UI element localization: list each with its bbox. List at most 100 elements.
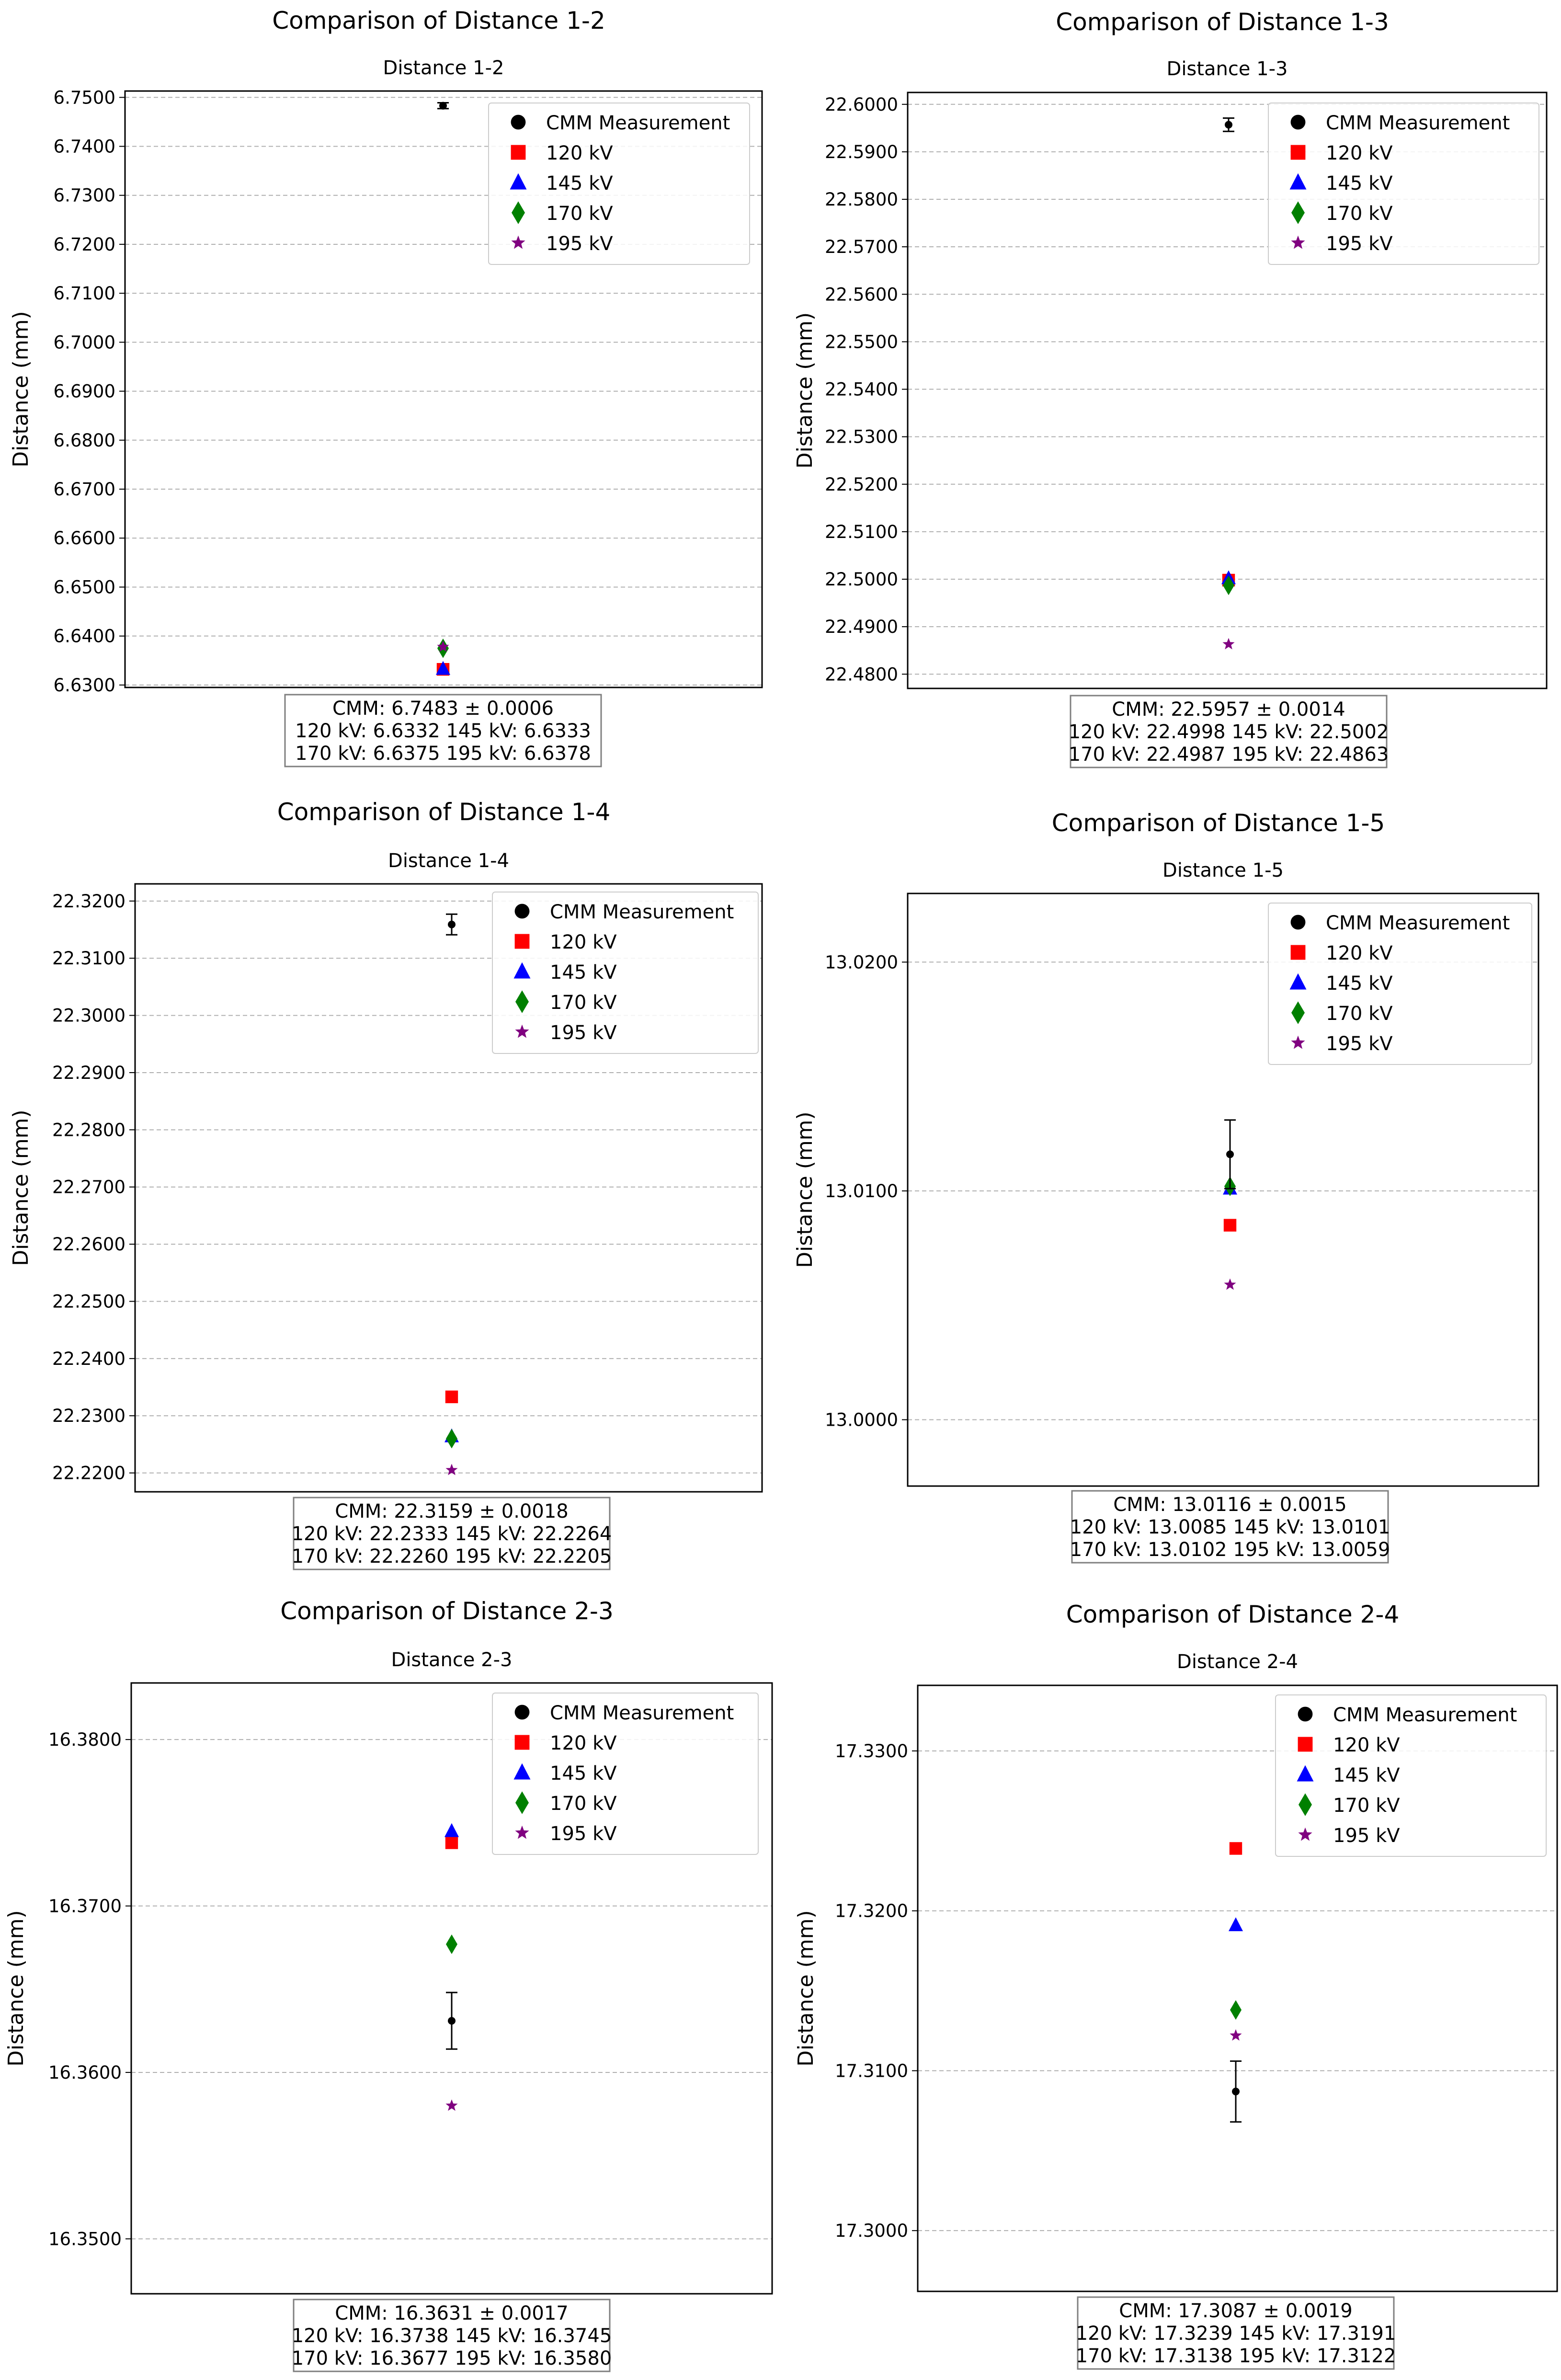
legend-marker-3 [513, 1763, 531, 1780]
legend-label-3: 145 kV [546, 172, 613, 195]
y-axis-label: Distance (mm) [9, 1110, 33, 1266]
y-axis-label: Distance (mm) [4, 1910, 28, 2066]
legend-marker-2 [1290, 145, 1306, 160]
y-tick-label: 22.5000 [825, 569, 898, 590]
axes-title: Distance 2-3 [391, 1649, 513, 1671]
summary-line-3: 170 kV: 6.6375 195 kV: 6.6378 [295, 743, 591, 765]
legend-label-4: 170 kV [1333, 1795, 1400, 1817]
data-point-cmm [448, 920, 456, 928]
y-tick-label: 6.7100 [54, 283, 115, 304]
legend-marker-5 [511, 235, 525, 249]
y-tick-label: 6.6400 [54, 626, 115, 647]
summary-line-2: 120 kV: 16.3738 145 kV: 16.3745 [292, 2325, 612, 2347]
legend-marker-2 [1298, 1737, 1313, 1752]
y-tick-label: 6.7300 [54, 185, 115, 206]
data-point-170kv [446, 1934, 457, 1954]
summary-line-2: 120 kV: 6.6332 145 kV: 6.6333 [295, 720, 591, 742]
panel-suptitle: Comparison of Distance 2-3 [280, 1597, 614, 1625]
y-tick-label: 6.7400 [54, 137, 115, 157]
y-tick-label: 17.3000 [835, 2220, 908, 2241]
y-tick-label: 22.3000 [52, 1006, 125, 1026]
legend-label-5: 195 kV [550, 1022, 617, 1044]
axes-frame [134, 883, 763, 1493]
summary-line-3: 170 kV: 17.3138 195 kV: 17.3122 [1076, 2345, 1396, 2367]
legend-marker-3 [1297, 1765, 1314, 1782]
summary-line-2: 120 kV: 22.2333 145 kV: 22.2264 [292, 1523, 612, 1545]
y-tick-label: 6.6800 [54, 430, 115, 451]
data-point-120kv [445, 1836, 458, 1849]
y-axis-label: Distance (mm) [793, 1111, 817, 1268]
axes-frame [124, 90, 763, 688]
summary-line-3: 170 kV: 16.3677 195 kV: 16.3580 [292, 2347, 612, 2369]
axes-frame [907, 92, 1548, 689]
summary-line-2: 120 kV: 22.4998 145 kV: 22.5002 [1069, 721, 1389, 743]
legend-marker-4 [515, 990, 529, 1013]
y-tick-label: 16.3600 [48, 2062, 122, 2083]
legend-box [1275, 1694, 1547, 1857]
data-point-195kv [1222, 638, 1235, 650]
y-axis-label: Distance (mm) [794, 1910, 818, 2066]
summary-line-1: CMM: 22.3159 ± 0.0018 [335, 1500, 568, 1522]
legend-marker-1 [514, 904, 530, 919]
summary-line-1: CMM: 17.3087 ± 0.0019 [1119, 2300, 1352, 2322]
legend-label-3: 145 kV [1326, 172, 1393, 195]
axes-frame [917, 1684, 1558, 2292]
legend-box [1268, 103, 1539, 265]
legend-marker-1 [514, 1705, 530, 1720]
chart-panel-3: Comparison of Distance 1-4 Distance 1-4 22… [9, 798, 763, 1570]
y-tick-label: 22.2500 [52, 1291, 125, 1312]
legend: CMM Measurement 120 kV 145 kV 170 kV 195 kV [1275, 1694, 1547, 1857]
data-point-195kv [1230, 2029, 1242, 2041]
legend-marker-2 [1290, 945, 1306, 960]
axes-frame [907, 892, 1539, 1487]
axes-title: Distance 2-4 [1177, 1651, 1298, 1673]
summary-line-1: CMM: 22.5957 ± 0.0014 [1112, 698, 1345, 721]
summary-box [293, 1497, 611, 1570]
legend-label-2: 120 kV [550, 931, 617, 953]
legend-marker-1 [511, 114, 526, 130]
legend-label-2: 120 kV [1333, 1734, 1400, 1756]
y-tick-label: 22.5900 [825, 142, 898, 162]
legend-label-3: 145 kV [550, 961, 617, 984]
y-tick-label: 6.6500 [54, 577, 115, 597]
legend-marker-4 [1299, 1793, 1312, 1816]
legend-label-5: 195 kV [546, 233, 613, 255]
data-point-120kv [1223, 1219, 1237, 1232]
data-point-cmm [448, 2017, 456, 2025]
data-point-120kv [445, 1390, 458, 1404]
y-tick-label: 17.3100 [835, 2060, 908, 2081]
legend: CMM Measurement 120 kV 145 kV 170 kV 195 kV [492, 1693, 759, 1855]
summary-line-1: CMM: 6.7483 ± 0.0006 [332, 698, 554, 720]
data-point-145kv [436, 661, 450, 675]
legend-marker-2 [511, 145, 526, 160]
legend-label-4: 170 kV [546, 203, 613, 225]
summary-line-3: 170 kV: 13.0102 195 kV: 13.0059 [1070, 1539, 1390, 1561]
legend-label-5: 195 kV [1326, 1033, 1393, 1055]
chart-panel-5: Comparison of Distance 2-3 Distance 2-3 16… [4, 1597, 773, 2372]
y-tick-label: 22.4900 [825, 617, 898, 637]
panel-suptitle: Comparison of Distance 2-4 [1066, 1601, 1400, 1628]
panel-suptitle: Comparison of Distance 1-2 [272, 7, 605, 34]
panel-suptitle: Comparison of Distance 1-5 [1052, 809, 1385, 837]
legend-box [492, 892, 759, 1054]
legend-label-1: CMM Measurement [546, 112, 730, 134]
y-tick-label: 6.7200 [54, 234, 115, 255]
legend-marker-5 [1291, 235, 1305, 249]
legend-marker-4 [1291, 201, 1305, 224]
data-point-195kv [1224, 1278, 1236, 1290]
data-point-170kv [1223, 575, 1234, 595]
axes-title: Distance 1-3 [1167, 58, 1288, 80]
legend-label-1: CMM Measurement [550, 1702, 734, 1724]
legend: CMM Measurement 120 kV 145 kV 170 kV 195 kV [1268, 903, 1532, 1065]
legend-label-2: 120 kV [550, 1732, 617, 1754]
y-tick-label: 22.5200 [825, 474, 898, 495]
data-point-cmm [1226, 1150, 1234, 1158]
legend-label-4: 170 kV [550, 992, 617, 1014]
summary-box [1070, 695, 1388, 768]
legend-label-5: 195 kV [550, 1823, 617, 1845]
summary-line-2: 120 kV: 13.0085 145 kV: 13.0101 [1070, 1516, 1390, 1538]
y-tick-label: 22.3100 [52, 948, 125, 969]
y-tick-label: 22.2900 [52, 1063, 125, 1083]
y-tick-label: 22.2300 [52, 1406, 125, 1426]
